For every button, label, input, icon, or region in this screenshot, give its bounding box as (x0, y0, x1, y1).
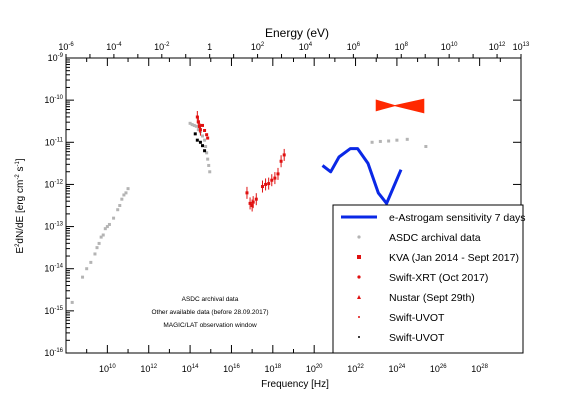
swift-uvot-point (203, 129, 206, 132)
swift-uvot-point (199, 141, 202, 144)
asdc-archival-data-point (93, 252, 96, 255)
legend-label: e-Astrogam sensitivity 7 days (389, 212, 526, 224)
nustar-sept-29th-point (280, 160, 283, 163)
swift-xrt-oct-2017-point (264, 183, 267, 186)
asdc-archival-data-point (120, 198, 123, 201)
swift-uvot-point (194, 132, 197, 135)
legend-label: Nustar (Sept 29th) (389, 292, 475, 304)
asdc-archival-data-point (98, 242, 101, 245)
asdc-archival-data-point (424, 145, 427, 148)
asdc-archival-data-point (195, 125, 198, 128)
asdc-archival-data-point (387, 140, 390, 143)
asdc-archival-data-point (208, 170, 211, 173)
kva-jan-2014-sept-2017-point (199, 128, 202, 131)
asdc-archival-data-point (206, 158, 209, 161)
asdc-archival-data-point (102, 234, 105, 237)
swift-uvot-point (205, 133, 208, 136)
asdc-archival-data-point (124, 191, 127, 194)
swift-xrt-oct-2017-point (252, 201, 255, 204)
swift-xrt-oct-2017-point (245, 191, 248, 194)
nustar-sept-29th-point (283, 153, 286, 156)
asdc-archival-data-point (71, 301, 74, 304)
swift-xrt-oct-2017-point (261, 185, 264, 188)
asdc-archival-data-point (112, 217, 115, 220)
x-axis-label: Frequency [Hz] (261, 379, 329, 390)
asdc-archival-data-point (203, 139, 206, 142)
swift-uvot-point (206, 137, 209, 140)
annotation-2: MAGIC/LAT observation window (163, 322, 257, 329)
swift-xrt-oct-2017-point (273, 177, 276, 180)
top-tick-label: 1 (207, 42, 212, 52)
asdc-archival-data-point (89, 261, 92, 264)
legend-label: Swift-XRT (Oct 2017) (389, 272, 488, 284)
asdc-archival-data-point (406, 138, 409, 141)
swift-uvot-point (201, 144, 204, 147)
top-axis-label: Energy (eV) (265, 26, 329, 40)
legend-marker-dot (357, 235, 360, 238)
y-axis-label: E2dN/dE [erg cm-2 s-1] (15, 158, 26, 253)
legend-label: KVA (Jan 2014 - Sept 2017) (389, 252, 519, 264)
swift-uvot-point (196, 139, 199, 142)
asdc-archival-data-point (395, 139, 398, 142)
swift-xrt-oct-2017-point (267, 182, 270, 185)
legend: e-Astrogam sensitivity 7 days ASDC archiv… (333, 205, 526, 353)
swift-xrt-oct-2017-point (270, 179, 273, 182)
annotation-0: ASDC archival data (182, 296, 239, 303)
legend-label: Swift-UVOT (389, 332, 445, 344)
asdc-archival-data-point (108, 223, 111, 226)
asdc-archival-data-point (207, 164, 210, 167)
annotation-1: Other available data (before 28.09.2017) (151, 309, 268, 316)
asdc-archival-data-point (201, 134, 204, 137)
legend-label: ASDC archival data (389, 232, 481, 244)
legend-marker-dot (357, 275, 360, 278)
swift-xrt-oct-2017-point (276, 172, 279, 175)
legend-label: Swift-UVOT (389, 312, 445, 324)
asdc-archival-data-point (379, 140, 382, 143)
asdc-archival-data-point (204, 145, 207, 148)
swift-uvot-point (201, 124, 204, 127)
swift-xrt-oct-2017-point (255, 198, 258, 201)
legend-marker-dot (358, 336, 360, 338)
asdc-archival-data-point (96, 246, 99, 249)
swift-uvot-point (203, 149, 206, 152)
asdc-archival-data-point (116, 208, 119, 211)
asdc-archival-data-point (81, 276, 84, 279)
legend-marker-dot (358, 316, 360, 318)
asdc-archival-data-point (371, 141, 374, 144)
asdc-archival-data-point (118, 204, 121, 207)
asdc-archival-data-point (127, 187, 130, 190)
legend-marker-square (357, 255, 361, 259)
asdc-archival-data-point (85, 267, 88, 270)
